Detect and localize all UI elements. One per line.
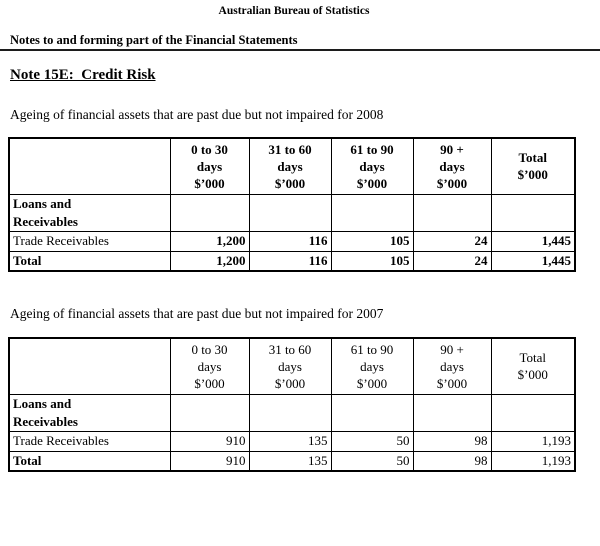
cell-value bbox=[169, 193, 250, 232]
table-row-loans-and-receivables: Loans and Receivables bbox=[8, 393, 576, 432]
cell-value: 1,200 bbox=[169, 250, 250, 271]
cell-value: 1,200 bbox=[169, 230, 250, 252]
row-label: Trade Receivables bbox=[8, 230, 171, 252]
table-caption-2007: Ageing of financial assets that are past… bbox=[10, 306, 384, 321]
cell-value: 1,193 bbox=[490, 450, 576, 471]
ageing-table-2008-wrap: 0 to 30 days $’000 31 to 60 days $’000 6… bbox=[8, 137, 576, 272]
cell-value: 98 bbox=[412, 430, 492, 452]
table-row-trade-receivables: Trade Receivables 1,200 116 105 24 1,445 bbox=[8, 230, 576, 252]
org-title: Australian Bureau of Statistics bbox=[218, 5, 370, 17]
header-cell-0-30-days: 0 to 30 days $’000 bbox=[169, 337, 250, 395]
cell-value: 50 bbox=[330, 430, 414, 452]
cell-value: 910 bbox=[169, 450, 250, 471]
table-header-row: 0 to 30 days $’000 31 to 60 days $’000 6… bbox=[8, 137, 576, 195]
row-label: Trade Receivables bbox=[8, 430, 171, 452]
table-caption-2008: Ageing of financial assets that are past… bbox=[10, 107, 384, 122]
row-label: Loans and Receivables bbox=[8, 193, 171, 232]
cell-value bbox=[248, 193, 332, 232]
header-cell-empty bbox=[8, 337, 171, 395]
header-cell-61-90-days: 61 to 90 days $’000 bbox=[330, 337, 414, 395]
table-row-total: Total 910 135 50 98 1,193 bbox=[8, 450, 576, 471]
row-label: Total bbox=[8, 250, 171, 271]
cell-value: 135 bbox=[248, 430, 332, 452]
header-cell-0-30-days: 0 to 30 days $’000 bbox=[169, 137, 250, 195]
header-cell-total: Total $’000 bbox=[490, 337, 576, 395]
cell-value bbox=[490, 193, 576, 232]
cell-value bbox=[330, 193, 414, 232]
cell-value: 116 bbox=[248, 230, 332, 252]
cell-value: 910 bbox=[169, 430, 250, 452]
header-cell-31-60-days: 31 to 60 days $’000 bbox=[248, 137, 332, 195]
doc-header: Notes to and forming part of the Financi… bbox=[10, 33, 298, 47]
ageing-table-2008: 0 to 30 days $’000 31 to 60 days $’000 6… bbox=[8, 137, 576, 272]
table-row-total: Total 1,200 116 105 24 1,445 bbox=[8, 250, 576, 271]
note-title: Note 15E: Credit Risk bbox=[10, 67, 156, 83]
header-cell-total: Total $’000 bbox=[490, 137, 576, 195]
table-header-row: 0 to 30 days $’000 31 to 60 days $’000 6… bbox=[8, 337, 576, 395]
cell-value: 1,193 bbox=[490, 430, 576, 452]
header-cell-90-plus-days: 90 + days $’000 bbox=[412, 337, 492, 395]
table-row-loans-and-receivables: Loans and Receivables bbox=[8, 193, 576, 232]
header-cell-61-90-days: 61 to 90 days $’000 bbox=[330, 137, 414, 195]
cell-value bbox=[412, 193, 492, 232]
cell-value bbox=[330, 393, 414, 432]
table-row-trade-receivables: Trade Receivables 910 135 50 98 1,193 bbox=[8, 430, 576, 452]
cell-value: 135 bbox=[248, 450, 332, 471]
row-label: Loans and Receivables bbox=[8, 393, 171, 432]
cell-value: 50 bbox=[330, 450, 414, 471]
cell-value bbox=[412, 393, 492, 432]
cell-value: 98 bbox=[412, 450, 492, 471]
cell-value: 105 bbox=[330, 250, 414, 271]
header-cell-31-60-days: 31 to 60 days $’000 bbox=[248, 337, 332, 395]
header-rule bbox=[0, 49, 600, 51]
ageing-table-2007-wrap: 0 to 30 days $’000 31 to 60 days $’000 6… bbox=[8, 337, 576, 472]
cell-value: 24 bbox=[412, 230, 492, 252]
cell-value: 116 bbox=[248, 250, 332, 271]
header-cell-empty bbox=[8, 137, 171, 195]
cell-value: 105 bbox=[330, 230, 414, 252]
row-label: Total bbox=[8, 450, 171, 471]
cell-value: 1,445 bbox=[490, 250, 576, 271]
ageing-table-2007: 0 to 30 days $’000 31 to 60 days $’000 6… bbox=[8, 337, 576, 472]
cell-value: 1,445 bbox=[490, 230, 576, 252]
cell-value: 24 bbox=[412, 250, 492, 271]
cell-value bbox=[248, 393, 332, 432]
header-cell-90-plus-days: 90 + days $’000 bbox=[412, 137, 492, 195]
cell-value bbox=[169, 393, 250, 432]
cell-value bbox=[490, 393, 576, 432]
